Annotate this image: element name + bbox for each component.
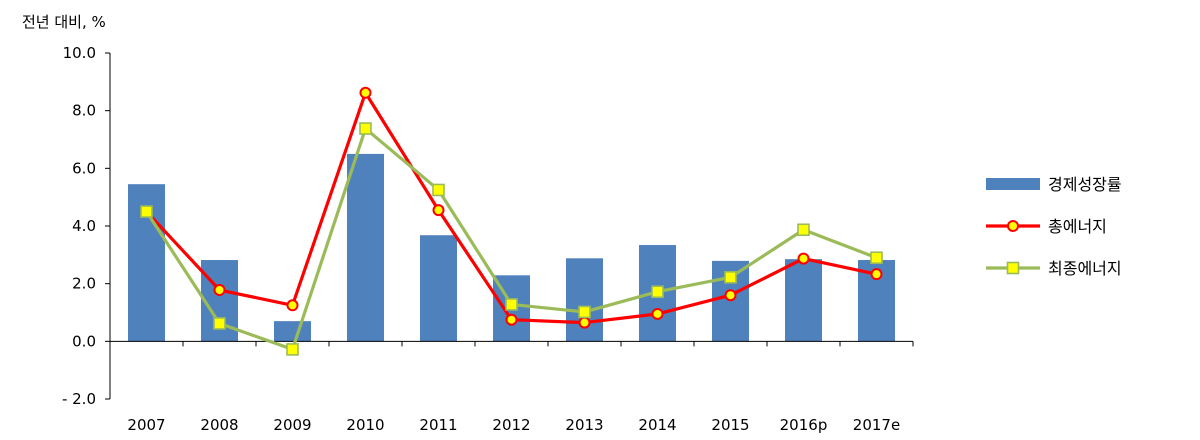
point-2010 <box>359 122 372 135</box>
bar-2011 <box>420 235 457 342</box>
bar-2009 <box>274 321 311 342</box>
point-2008 <box>213 284 226 297</box>
y-tick-label: 0.0 <box>72 332 96 350</box>
x-tick-label-2009: 2009 <box>273 416 311 434</box>
legend-swatch-bar <box>986 178 1040 190</box>
legend-label: 경제성장률 <box>1048 175 1122 194</box>
point-2009 <box>286 299 299 312</box>
x-tick-label-2011: 2011 <box>419 416 457 434</box>
axes-group: - 2.0 0.0 2.0 4.0 6.0 8.0 10.0 2007 2008 2009 2010… <box>62 44 914 434</box>
x-tick-label-2014: 2014 <box>638 416 676 434</box>
point-2015 <box>724 289 737 302</box>
point-2010 <box>359 86 372 99</box>
point-2007 <box>140 205 153 218</box>
legend-marker <box>1007 220 1019 232</box>
x-tick-label-2015: 2015 <box>711 416 749 434</box>
y-tick-label: - 2.0 <box>62 390 96 408</box>
point-2016p <box>797 223 810 237</box>
x-tick-label-2012: 2012 <box>492 416 530 434</box>
point-2017e <box>870 268 883 281</box>
bar-2016p <box>785 259 822 342</box>
point-2009 <box>286 343 299 356</box>
legend-label: 총에너지 <box>1048 217 1107 236</box>
y-tick-label: 4.0 <box>72 217 96 235</box>
y-tick-label: 8.0 <box>72 102 96 120</box>
point-2015 <box>724 271 737 284</box>
bar-2013 <box>566 258 603 342</box>
point-2011 <box>432 183 445 197</box>
bar-series-group <box>128 153 895 342</box>
legend-marker <box>1006 261 1020 275</box>
point-2013 <box>578 305 591 319</box>
point-2014 <box>651 307 664 320</box>
y-tick-label: 2.0 <box>72 275 96 293</box>
x-tick-label-2008: 2008 <box>200 416 238 434</box>
point-2012 <box>505 298 518 311</box>
x-tick-label-2007: 2007 <box>127 416 165 434</box>
point-2013 <box>578 316 591 329</box>
y-tick-label: 10.0 <box>63 44 96 62</box>
line-series-group <box>140 86 883 356</box>
point-2012 <box>505 313 518 326</box>
bar-2010 <box>347 153 384 342</box>
x-tick-label-2013: 2013 <box>565 416 603 434</box>
x-tick-label-2017e: 2017e <box>853 416 900 434</box>
point-2011 <box>432 204 445 217</box>
point-2014 <box>651 285 664 299</box>
y-tick-label: 6.0 <box>72 159 96 177</box>
x-tick-label-2016p: 2016p <box>780 416 828 434</box>
point-2008 <box>213 317 226 330</box>
point-2016p <box>797 252 810 265</box>
y-axis-unit-label: 전년 대비, % <box>22 13 106 31</box>
x-tick-label-2010: 2010 <box>346 416 384 434</box>
legend-label: 최종에너지 <box>1048 259 1122 278</box>
point-2017e <box>870 251 883 265</box>
